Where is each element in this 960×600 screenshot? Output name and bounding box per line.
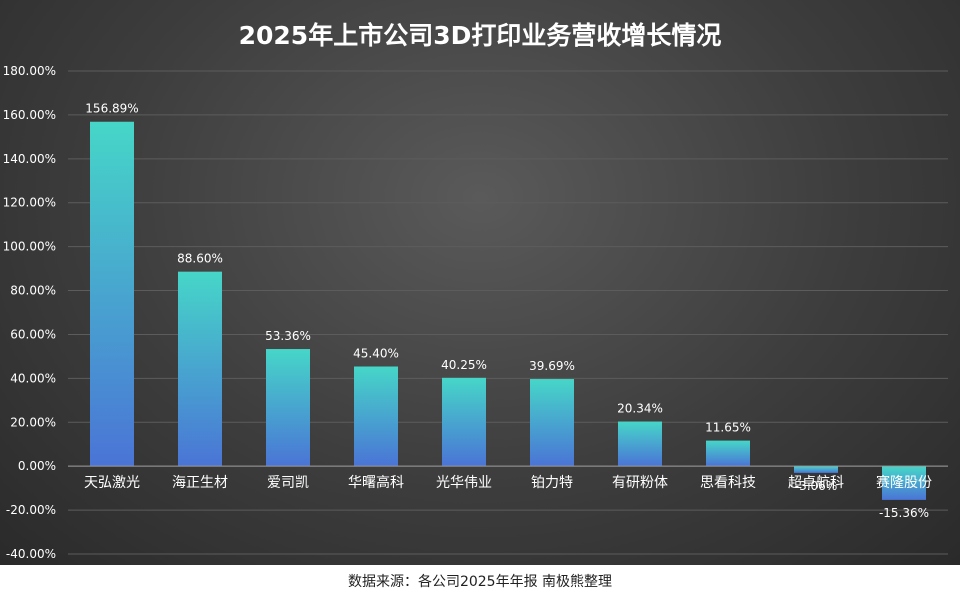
category-label: 海正生材 (172, 475, 228, 491)
bar (706, 440, 750, 467)
bar (178, 271, 222, 467)
data-label: -3.06% (795, 479, 837, 493)
y-tick-label: 160.00% (3, 108, 56, 122)
y-axis-ticks: -40.00% -20.00% 0.00% 20.00% 40.00% 60.00% 80.… (3, 64, 56, 561)
category-label: 天弘激光 (84, 474, 140, 491)
category-label: 思看科技 (700, 475, 756, 491)
data-label: 39.69% (529, 359, 575, 373)
source-note: 数据来源：各公司2025年年报 南极熊整理 (347, 574, 613, 590)
data-label: 45.40% (353, 347, 399, 361)
category-label: 光华伟业 (436, 475, 492, 491)
bar (618, 421, 662, 467)
y-tick-label: 0.00% (18, 459, 56, 473)
y-tick-label: 60.00% (10, 327, 56, 341)
category-label: 赛隆股份 (876, 475, 932, 491)
category-label: 爱司凯 (267, 475, 309, 491)
bar-chart: -40.00% -20.00% 0.00% 20.00% 40.00% 60.00% 80.… (3, 64, 948, 561)
y-tick-label: 40.00% (10, 371, 56, 385)
category-label: 华曙高科 (348, 474, 404, 491)
y-tick-label: 180.00% (3, 64, 56, 78)
y-tick-label: 140.00% (3, 152, 56, 166)
data-label: 11.65% (705, 421, 751, 435)
data-labels: 156.89% 88.60% 53.36% 45.40% 40.25% 39.69% 20.… (85, 102, 929, 520)
bar (530, 379, 574, 467)
bar (90, 121, 134, 467)
data-label: 40.25% (441, 358, 487, 372)
category-labels: 天弘激光 海正生材 爱司凯 华曙高科 光华伟业 铂力特 有研粉体 思看科技 超卓航科 赛隆股份 (84, 474, 932, 491)
data-label: -15.36% (879, 506, 929, 520)
y-tick-label: -40.00% (6, 547, 56, 561)
data-label: 156.89% (85, 102, 138, 116)
bar (266, 349, 310, 467)
y-tick-label: 120.00% (3, 196, 56, 210)
category-label: 有研粉体 (612, 475, 668, 491)
bar (882, 466, 926, 500)
data-label: 53.36% (265, 329, 311, 343)
bar (794, 466, 838, 473)
data-label: 88.60% (177, 252, 223, 266)
y-tick-label: 80.00% (10, 284, 56, 298)
chart-panel: -40.00% -20.00% 0.00% 20.00% 40.00% 60.00% 80.… (0, 0, 960, 565)
bars (90, 121, 926, 500)
data-label: 20.34% (617, 402, 663, 416)
chart-title: 2025年上市公司3D打印业务营收增长情况 (238, 21, 722, 50)
category-label: 铂力特 (531, 475, 573, 491)
bar (442, 377, 486, 467)
y-tick-label: -20.00% (6, 503, 56, 517)
category-label: 超卓航科 (788, 475, 844, 491)
y-tick-label: 100.00% (3, 240, 56, 254)
y-tick-label: 20.00% (10, 415, 56, 429)
bar (354, 366, 398, 467)
